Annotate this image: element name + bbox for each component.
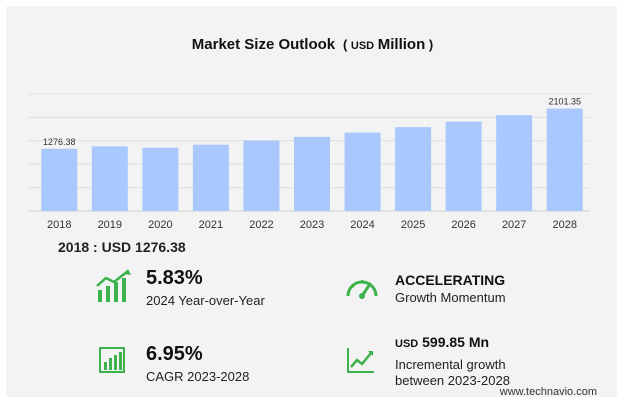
momentum-stat: ACCELERATING Growth Momentum — [395, 271, 506, 306]
chart-title: Market Size Outlook ( USD Million ) — [0, 36, 625, 53]
x-tick-2020: 2020 — [148, 219, 172, 231]
data-label-2028: 2101.35 — [548, 97, 581, 107]
footer-source: www.technavio.com — [499, 386, 597, 398]
bar-2022 — [243, 140, 280, 211]
data-label-2018: 1276.38 — [43, 137, 76, 147]
title-text: Market Size Outlook — [191, 36, 336, 53]
yoy-stat: 5.83% 2024 Year-over-Year — [146, 267, 265, 309]
yoy-caption: 2024 Year-over-Year — [146, 293, 265, 308]
bar-2025 — [395, 127, 432, 211]
speedometer-icon — [346, 280, 378, 299]
incremental-caption-2: between 2023-2028 — [395, 373, 510, 388]
x-tick-labels: 2018 2019 2020 2021 2022 2023 2024 2025 2026 2027… — [47, 219, 577, 231]
line-growth-icon — [347, 348, 374, 373]
bar-2024 — [344, 132, 381, 211]
momentum-value: ACCELERATING — [395, 272, 506, 288]
bar-2028 — [546, 108, 583, 211]
x-tick-2019: 2019 — [98, 219, 122, 231]
cagr-stat: 6.95% CAGR 2023-2028 — [146, 343, 249, 385]
bar-2026 — [445, 121, 482, 211]
base-year-label: 2018 : USD 1276.38 — [58, 239, 186, 255]
bar-2023 — [294, 136, 330, 211]
incremental-caption-1: Incremental growth — [395, 357, 506, 372]
cagr-value: 6.95% — [146, 343, 203, 365]
x-tick-2022: 2022 — [249, 219, 273, 231]
yoy-value: 5.83% — [146, 267, 203, 289]
bar-2027 — [496, 115, 533, 211]
x-tick-2026: 2026 — [451, 219, 475, 231]
x-tick-2028: 2028 — [552, 219, 576, 231]
x-tick-2024: 2024 — [350, 219, 374, 231]
bar-2021 — [192, 144, 229, 211]
bar-chart-trend-icon — [96, 269, 131, 302]
bar-2018 — [41, 148, 78, 211]
data-labels: 1276.38 2101.35 — [43, 97, 581, 147]
x-tick-2023: 2023 — [300, 219, 324, 231]
incremental-stat: USD 599.85 Mn Incremental growth between… — [395, 333, 510, 389]
growth-chart-icon — [99, 347, 125, 373]
incremental-value: USD 599.85 Mn — [395, 334, 490, 350]
bar-2019 — [91, 146, 128, 211]
momentum-caption: Growth Momentum — [395, 290, 506, 305]
cagr-caption: CAGR 2023-2028 — [146, 369, 250, 384]
bars — [41, 108, 583, 211]
x-tick-2025: 2025 — [401, 219, 425, 231]
title-unit: ( USD Million ) — [342, 36, 434, 53]
bar-2020 — [142, 147, 179, 211]
x-tick-2021: 2021 — [199, 219, 223, 231]
x-tick-2018: 2018 — [47, 219, 71, 231]
x-tick-2027: 2027 — [502, 219, 526, 231]
